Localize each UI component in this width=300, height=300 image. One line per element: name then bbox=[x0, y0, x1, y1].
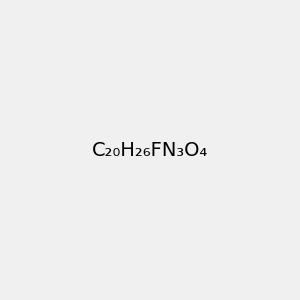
Text: C₂₀H₂₆FN₃O₄: C₂₀H₂₆FN₃O₄ bbox=[92, 140, 208, 160]
